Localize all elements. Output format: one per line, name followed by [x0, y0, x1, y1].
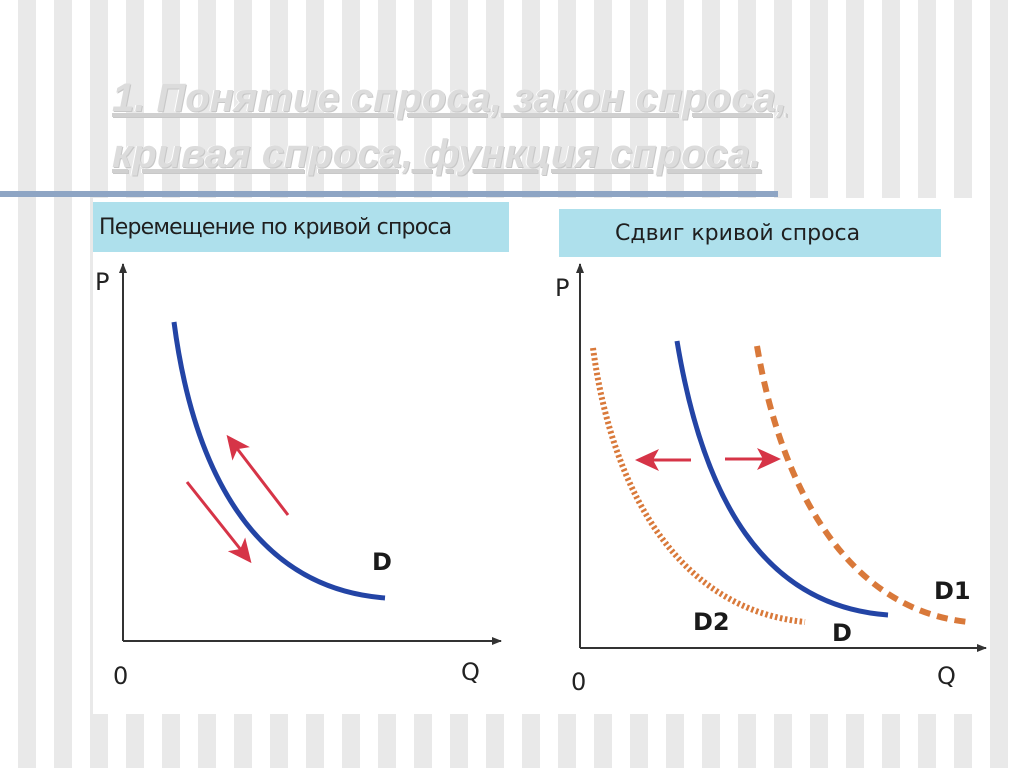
arrow-up-along-curve: [226, 434, 290, 516]
right-x-axis-label: Q: [937, 662, 956, 690]
right-diagram: P Q 0 D2 D D1: [555, 263, 987, 696]
left-origin-label: 0: [113, 662, 128, 690]
label-d1: D1: [934, 577, 971, 605]
title-divider: [0, 191, 778, 197]
left-y-axis-label: P: [95, 268, 109, 296]
demand-curve-d-left: [171, 321, 386, 601]
demand-curve-d1: [754, 345, 969, 625]
slide-title: 1. Понятие спроса, закон спроса, кривая …: [112, 76, 787, 176]
left-panel-header: Перемещение по кривой спроса: [93, 202, 509, 252]
right-panel-header: Сдвиг кривой спроса: [559, 209, 941, 257]
right-y-axis-label: P: [555, 274, 569, 302]
label-d2: D2: [693, 608, 730, 636]
right-origin-label: 0: [571, 668, 586, 696]
demand-diagrams: P Q 0 D P Q 0 D2 D D1: [95, 263, 987, 696]
diagram-panel: Перемещение по кривой спроса Сдвиг криво…: [93, 198, 988, 714]
demand-curve-d-right: [674, 340, 889, 618]
left-curve-label-d: D: [372, 548, 392, 576]
arrow-down-along-curve: [185, 481, 252, 564]
label-d-right: D: [832, 619, 852, 647]
left-x-axis-label: Q: [461, 658, 480, 686]
demand-curve-d2: [590, 347, 806, 625]
left-diagram: P Q 0 D: [95, 263, 502, 690]
